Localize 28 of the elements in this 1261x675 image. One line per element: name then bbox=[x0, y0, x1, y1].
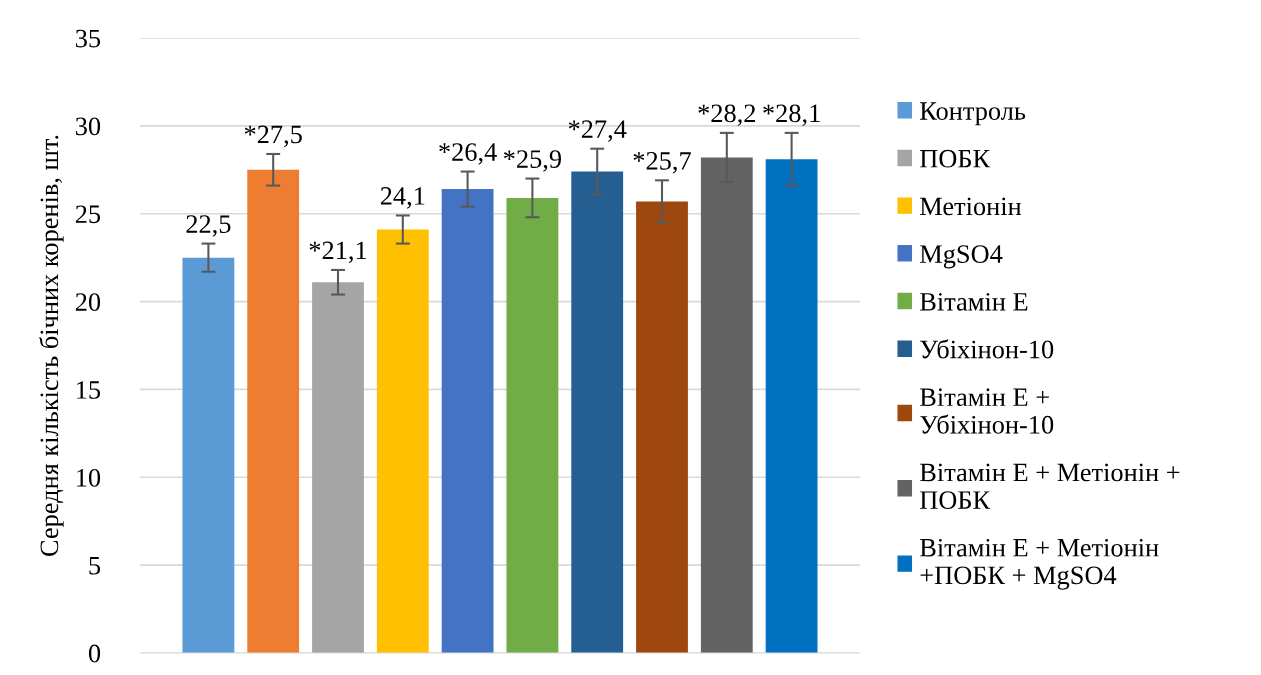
y-tick-label: 5 bbox=[89, 557, 101, 575]
legend-label: Вітамін Е + Метіонін +ПОБК + MgSO4 bbox=[920, 538, 1159, 590]
y-tick-label: 0 bbox=[88, 644, 101, 663]
y-tick-label: 35 bbox=[75, 29, 101, 48]
legend-label: ПОБК bbox=[920, 149, 991, 168]
data-label: *21,1 bbox=[309, 241, 367, 264]
y-tick-label: 10 bbox=[77, 468, 101, 487]
y-axis-title: Середня кількість бічних коренів, шт. bbox=[39, 135, 64, 556]
data-label: *27,4 bbox=[568, 120, 627, 142]
legend-label: Вітамін Е bbox=[920, 292, 1028, 311]
data-label: *28,2 bbox=[698, 104, 756, 127]
legend-label: Вітамін Е + Убіхінон-10 bbox=[920, 388, 1054, 434]
legend-label: Метіонін bbox=[920, 197, 1022, 216]
data-label: 24,1 bbox=[380, 187, 425, 209]
legend-label: Контроль bbox=[920, 102, 1026, 126]
data-label: *28,1 bbox=[763, 104, 820, 127]
y-tick-label: 25 bbox=[75, 205, 101, 224]
data-label: 22,5 bbox=[186, 215, 231, 237]
data-label: *25,7 bbox=[633, 151, 691, 174]
data-label: *25,9 bbox=[504, 150, 562, 172]
y-tick-label: 30 bbox=[75, 117, 101, 136]
legend-label: MgSO4 bbox=[920, 245, 1003, 269]
data-label: *27,5 bbox=[244, 125, 302, 148]
legend-label: Вітамін Е + Метіонін + ПОБК bbox=[920, 463, 1180, 509]
y-tick-label: 15 bbox=[77, 381, 101, 399]
legend-label: Убіхінон-10 bbox=[920, 339, 1054, 359]
data-label: *26,4 bbox=[439, 143, 497, 165]
y-tick-label: 20 bbox=[75, 293, 101, 311]
